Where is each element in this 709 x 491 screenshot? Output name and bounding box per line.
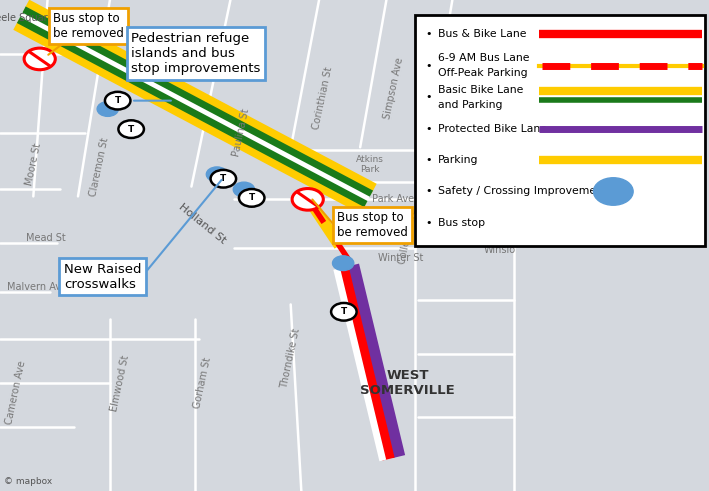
Text: Mead St: Mead St — [26, 233, 66, 243]
Text: T: T — [249, 193, 255, 202]
Circle shape — [333, 256, 354, 271]
Circle shape — [97, 102, 118, 116]
Text: Simpson Ave: Simpson Ave — [382, 56, 405, 120]
Text: Irving St: Irving St — [448, 57, 467, 100]
Text: Park Ave: Park Ave — [372, 194, 415, 204]
Text: Bus & Bike Lane: Bus & Bike Lane — [438, 29, 527, 39]
Text: Protected Bike Lane: Protected Bike Lane — [438, 124, 547, 134]
Text: •: • — [425, 187, 432, 196]
Circle shape — [24, 48, 55, 70]
Text: T: T — [554, 218, 559, 227]
Text: •: • — [425, 218, 432, 228]
Text: •: • — [425, 61, 432, 71]
Text: Thorndike St: Thorndike St — [279, 327, 302, 389]
Text: © mapbox: © mapbox — [4, 477, 52, 486]
Text: Off-Peak Parking: Off-Peak Parking — [438, 68, 527, 78]
Circle shape — [544, 214, 569, 232]
Text: Morrison Ave: Morrison Ave — [422, 177, 486, 187]
Text: Hall Ave: Hall Ave — [480, 211, 520, 221]
Text: New Raised
crosswalks: New Raised crosswalks — [64, 263, 141, 291]
Circle shape — [233, 182, 255, 197]
Text: Bus stop to
be removed: Bus stop to be removed — [337, 211, 408, 239]
Text: College Ave: College Ave — [397, 207, 418, 265]
Text: Safety / Crossing Improvement: Safety / Crossing Improvement — [438, 187, 608, 196]
Text: Winter St: Winter St — [378, 253, 423, 263]
Text: •: • — [425, 124, 432, 134]
Circle shape — [593, 178, 633, 205]
Text: and Parking: and Parking — [438, 100, 503, 109]
Text: T: T — [220, 174, 226, 183]
Circle shape — [118, 120, 144, 138]
Text: Cameron Ave: Cameron Ave — [4, 360, 27, 426]
Text: Corinthian St: Corinthian St — [311, 66, 334, 131]
Circle shape — [206, 167, 228, 182]
Text: T: T — [341, 307, 347, 316]
Text: Claremon St: Claremon St — [88, 136, 111, 197]
Text: Malvern Ave: Malvern Ave — [7, 282, 67, 292]
Text: Bus stop: Bus stop — [438, 218, 485, 228]
Circle shape — [105, 92, 130, 109]
Text: Pedestrian refuge
islands and bus
stop improvements: Pedestrian refuge islands and bus stop i… — [131, 32, 260, 75]
Text: T: T — [128, 125, 134, 134]
Text: Basic Bike Lane: Basic Bike Lane — [438, 85, 523, 95]
Text: •: • — [425, 29, 432, 39]
Circle shape — [211, 170, 236, 188]
Text: 6-9 AM Bus Lane: 6-9 AM Bus Lane — [438, 54, 530, 63]
Text: Gorham St: Gorham St — [191, 356, 213, 409]
Text: Parking: Parking — [438, 155, 479, 165]
Text: Winslo: Winslo — [484, 246, 516, 255]
Text: Atkins
Park: Atkins Park — [356, 155, 384, 174]
Text: Elmwood St: Elmwood St — [110, 354, 131, 412]
Text: Moore St: Moore St — [24, 142, 43, 187]
Text: •: • — [425, 92, 432, 102]
Text: Bus stop to
be removed: Bus stop to be removed — [53, 12, 124, 40]
Text: T: T — [115, 96, 121, 105]
Text: WEST
SOMERVILLE: WEST SOMERVILLE — [360, 369, 455, 397]
Text: •: • — [425, 155, 432, 165]
Text: Paulina St: Paulina St — [231, 108, 251, 158]
Circle shape — [331, 303, 357, 321]
Circle shape — [239, 189, 264, 207]
Text: Teele Square: Teele Square — [0, 13, 54, 23]
Text: Holland St: Holland St — [177, 201, 228, 246]
FancyBboxPatch shape — [415, 15, 705, 245]
Circle shape — [292, 189, 323, 210]
